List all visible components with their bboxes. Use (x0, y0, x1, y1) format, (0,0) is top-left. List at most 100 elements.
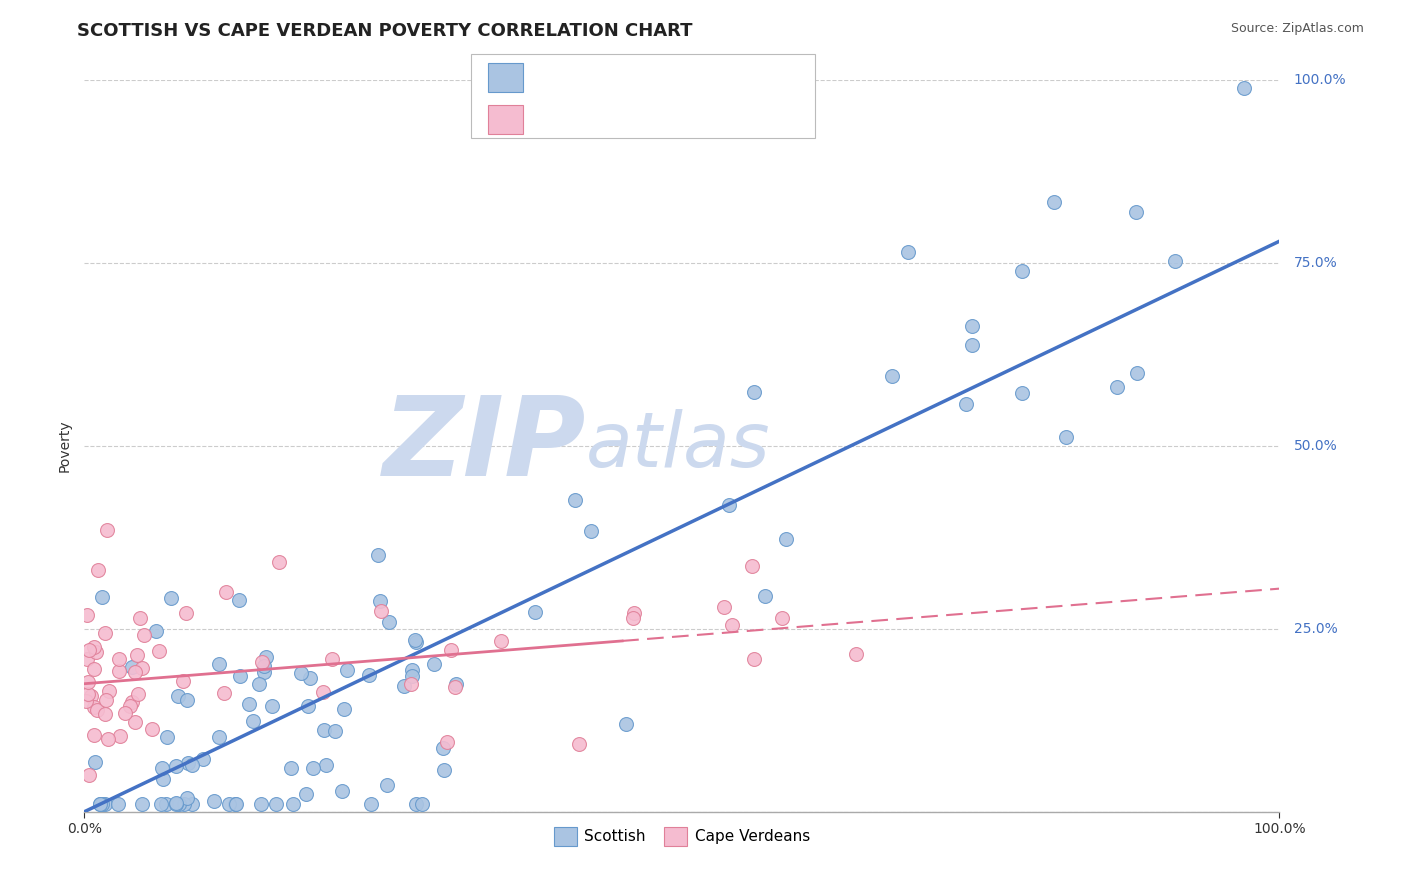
Point (845, 647, 868, 661)
Point (83, 700, 105, 714)
Point (290, 666, 312, 681)
Text: Source: ZipAtlas.com: Source: ZipAtlas.com (1230, 22, 1364, 36)
Point (302, 762, 325, 776)
Point (132, 628, 155, 642)
Point (152, 772, 174, 787)
Point (775, 532, 797, 546)
Point (94, 626, 117, 640)
Point (754, 589, 776, 603)
Point (770, 611, 793, 625)
Point (1011, 386, 1033, 401)
Point (330, 783, 353, 797)
Point (165, 796, 187, 810)
Point (249, 677, 271, 691)
Point (228, 592, 250, 607)
Point (242, 714, 264, 728)
Point (110, 729, 132, 743)
Point (97, 683, 120, 698)
Point (229, 668, 252, 682)
Point (131, 661, 153, 675)
Point (1233, 80, 1256, 95)
Y-axis label: Poverty: Poverty (58, 420, 72, 472)
Point (720, 617, 742, 632)
Point (167, 689, 190, 703)
Point (742, 385, 765, 400)
Point (1011, 263, 1033, 277)
Point (181, 758, 204, 772)
Point (432, 740, 454, 755)
Point (127, 648, 149, 663)
Point (897, 244, 920, 259)
Text: ZIP: ZIP (382, 392, 586, 500)
Point (252, 665, 274, 680)
Point (623, 606, 645, 620)
Point (75, 693, 97, 707)
Point (312, 685, 335, 699)
Point (114, 706, 136, 721)
Point (568, 737, 591, 751)
Point (283, 797, 305, 812)
Point (444, 681, 467, 695)
Point (165, 797, 187, 812)
Text: 25.0%: 25.0% (1294, 622, 1337, 636)
Point (491, 634, 513, 648)
Legend: Scottish, Cape Verdeans: Scottish, Cape Verdeans (548, 821, 815, 852)
Point (173, 797, 195, 812)
Point (523, 605, 546, 619)
Point (336, 664, 359, 678)
Point (180, 797, 202, 812)
Point (86, 704, 108, 718)
Point (121, 660, 143, 674)
Point (94, 707, 117, 722)
Text: 50.0%: 50.0% (1294, 439, 1337, 453)
Point (207, 657, 229, 672)
Point (623, 611, 645, 625)
Point (128, 611, 150, 625)
Point (713, 599, 735, 614)
Point (108, 664, 131, 678)
Point (1054, 430, 1077, 444)
Point (404, 633, 426, 648)
Point (224, 797, 246, 812)
Point (89, 797, 111, 812)
Point (399, 677, 422, 691)
Point (131, 797, 153, 812)
Point (124, 665, 146, 679)
Point (107, 652, 129, 666)
Point (225, 797, 247, 812)
Point (76, 608, 98, 623)
Point (378, 615, 401, 629)
Text: R =: R = (534, 69, 574, 87)
Point (370, 604, 392, 618)
Point (368, 593, 391, 607)
Point (87, 563, 110, 577)
Point (176, 692, 198, 706)
Point (741, 558, 763, 573)
Point (405, 635, 427, 649)
Point (77, 643, 100, 657)
Point (96, 524, 118, 538)
Point (295, 787, 318, 801)
Point (260, 698, 283, 713)
Text: 59: 59 (700, 111, 725, 128)
Point (155, 797, 177, 812)
Point (89, 797, 111, 812)
Point (254, 649, 277, 664)
Text: 0.142: 0.142 (575, 111, 631, 128)
Point (215, 584, 238, 599)
Point (250, 656, 273, 670)
Point (176, 791, 198, 805)
Point (360, 797, 382, 812)
Point (357, 668, 380, 682)
Point (159, 591, 181, 605)
Point (444, 677, 467, 691)
Point (1126, 366, 1149, 380)
Point (432, 763, 454, 777)
Point (77, 687, 100, 701)
Point (436, 735, 458, 749)
Point (107, 797, 129, 812)
Point (401, 669, 423, 683)
Point (401, 663, 423, 677)
Point (315, 757, 337, 772)
Text: SCOTTISH VS CAPE VERDEAN POVERTY CORRELATION CHART: SCOTTISH VS CAPE VERDEAN POVERTY CORRELA… (77, 22, 693, 40)
